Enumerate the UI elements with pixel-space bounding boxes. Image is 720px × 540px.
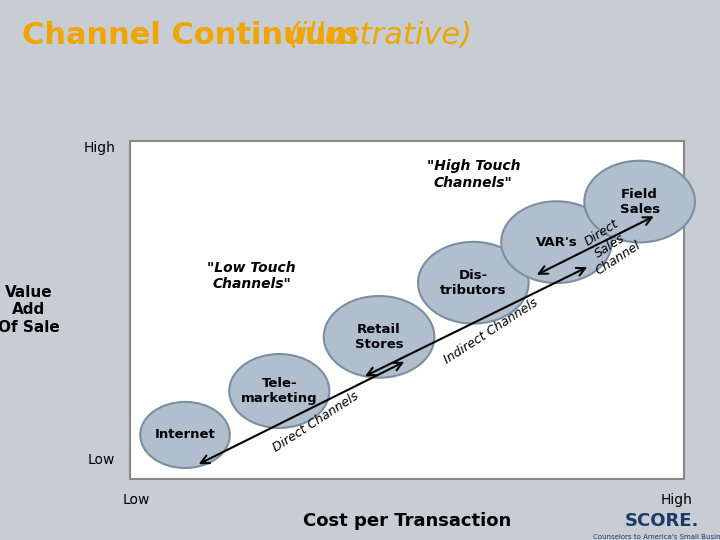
Text: Value
Add
Of Sale: Value Add Of Sale xyxy=(0,285,60,335)
Text: Counselors to America's Small Business: Counselors to America's Small Business xyxy=(593,534,720,540)
Ellipse shape xyxy=(140,402,230,468)
Text: Indirect Channels: Indirect Channels xyxy=(441,296,540,366)
Text: "High Touch
Channels": "High Touch Channels" xyxy=(426,159,520,190)
Text: Direct
Sales
Channel: Direct Sales Channel xyxy=(577,213,643,278)
Ellipse shape xyxy=(229,354,329,428)
Text: Channel Continuum: Channel Continuum xyxy=(22,21,358,50)
Text: High: High xyxy=(84,140,115,154)
Ellipse shape xyxy=(324,296,434,377)
Ellipse shape xyxy=(585,161,695,242)
Text: (illustrative): (illustrative) xyxy=(288,21,473,50)
Text: "Low Touch
Channels": "Low Touch Channels" xyxy=(207,261,296,291)
Text: Low: Low xyxy=(123,493,150,507)
FancyBboxPatch shape xyxy=(130,140,684,479)
Text: Low: Low xyxy=(88,453,115,467)
Text: SCORE.: SCORE. xyxy=(625,512,700,530)
Text: Internet: Internet xyxy=(155,428,215,442)
Ellipse shape xyxy=(501,201,612,283)
Text: Retail
Stores: Retail Stores xyxy=(355,323,403,351)
Text: High: High xyxy=(661,493,693,507)
Text: Cost per Transaction: Cost per Transaction xyxy=(302,512,511,530)
Text: Tele-
marketing: Tele- marketing xyxy=(241,377,318,405)
Ellipse shape xyxy=(418,242,528,323)
Text: VAR's: VAR's xyxy=(536,235,577,248)
Text: Dis-
tributors: Dis- tributors xyxy=(440,269,507,297)
Text: Field
Sales: Field Sales xyxy=(620,187,660,215)
Text: Direct Channels: Direct Channels xyxy=(271,390,361,455)
